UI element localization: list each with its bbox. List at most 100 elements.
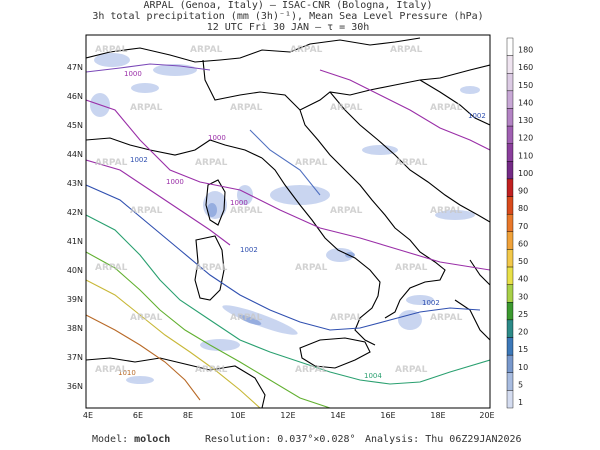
colorbar-swatch xyxy=(506,196,514,215)
isobar-labels: 1000 1000 1002 1002 1000 1000 1002 1002 … xyxy=(118,70,486,380)
lat-label: 37N xyxy=(67,353,83,362)
analysis-value: Thu 06Z29JAN2026 xyxy=(425,434,522,445)
colorbar-label: 150 xyxy=(518,81,533,90)
coastlines xyxy=(86,37,490,408)
watermark: ARPAL xyxy=(430,206,463,216)
lat-label: 43N xyxy=(67,179,83,188)
lon-label: 20E xyxy=(479,411,494,420)
colorbar-label: 70 xyxy=(518,222,528,231)
watermark: ARPAL xyxy=(330,206,363,216)
lon-label: 4E xyxy=(83,411,93,420)
watermarks: ARPAL ARPAL ARPAL ARPAL ARPAL ARPAL ARPA… xyxy=(95,45,463,375)
colorbar-swatch xyxy=(506,161,514,180)
colorbar-swatch xyxy=(506,319,514,338)
lon-label: 6E xyxy=(133,411,143,420)
watermark: ARPAL xyxy=(295,158,328,168)
colorbar-swatch xyxy=(506,37,514,56)
colorbar-swatch xyxy=(506,354,514,373)
lon-label: 12E xyxy=(280,411,295,420)
watermark: ARPAL xyxy=(395,263,428,273)
colorbar-swatch xyxy=(506,231,514,250)
lat-label: 40N xyxy=(67,266,83,275)
lat-label: 39N xyxy=(67,295,83,304)
watermark: ARPAL xyxy=(130,313,163,323)
watermark: ARPAL xyxy=(330,313,363,323)
colorbar-swatch xyxy=(506,249,514,268)
model-label: Model: xyxy=(92,434,129,445)
watermark: ARPAL xyxy=(95,45,128,55)
lat-label: 44N xyxy=(67,150,83,159)
watermark: ARPAL xyxy=(95,158,128,168)
isobars xyxy=(86,63,490,408)
watermark: ARPAL xyxy=(290,45,323,55)
colorbar-swatch xyxy=(506,55,514,74)
latitude-labels: 47N 46N 45N 44N 43N 42N 41N 40N 39N 38N … xyxy=(67,63,83,391)
watermark: ARPAL xyxy=(295,365,328,375)
watermark: ARPAL xyxy=(195,365,228,375)
colorbar-label: 5 xyxy=(518,380,523,389)
watermark: ARPAL xyxy=(395,158,428,168)
colorbar-label: 180 xyxy=(518,46,533,55)
isobar-label: 1002 xyxy=(240,246,258,254)
watermark: ARPAL xyxy=(430,103,463,113)
lon-label: 8E xyxy=(183,411,193,420)
title-line-3: 12 UTC Fri 30 JAN — τ = 30h xyxy=(206,22,370,33)
footer-model: Model: moloch xyxy=(92,434,170,445)
isobar-label: 1000 xyxy=(124,70,142,78)
watermark: ARPAL xyxy=(430,313,463,323)
colorbar-label: 50 xyxy=(518,257,528,266)
watermark: ARPAL xyxy=(230,313,263,323)
watermark: ARPAL xyxy=(130,103,163,113)
colorbar-label: 110 xyxy=(518,151,533,160)
watermark: ARPAL xyxy=(295,263,328,273)
colorbar-label: 25 xyxy=(518,310,528,319)
colorbar-label: 1 xyxy=(518,398,523,407)
watermark: ARPAL xyxy=(330,103,363,113)
watermark: ARPAL xyxy=(190,45,223,55)
isobar-label: 1004 xyxy=(364,372,382,380)
watermark: ARPAL xyxy=(95,365,128,375)
isobar-label: 1002 xyxy=(422,299,440,307)
colorbar-label: 15 xyxy=(518,345,528,354)
watermark: ARPAL xyxy=(195,158,228,168)
colorbar-label: 100 xyxy=(518,169,533,178)
colorbar-swatch xyxy=(506,178,514,197)
lat-label: 42N xyxy=(67,208,83,217)
watermark: ARPAL xyxy=(230,206,263,216)
colorbar: 1801601501401301201101009080706050403025… xyxy=(506,37,533,409)
colorbar-label: 30 xyxy=(518,292,528,301)
colorbar-swatch xyxy=(506,302,514,321)
lon-label: 10E xyxy=(230,411,245,420)
title-line-2: 3h total precipitation (mm (3h)⁻¹), Mean… xyxy=(92,11,484,22)
colorbar-swatch xyxy=(506,266,514,285)
isobar-label: 1000 xyxy=(166,178,184,186)
watermark: ARPAL xyxy=(390,45,423,55)
colorbar-label: 40 xyxy=(518,275,528,284)
footer-analysis: Analysis: Thu 06Z29JAN2026 xyxy=(365,434,522,445)
watermark: ARPAL xyxy=(230,103,263,113)
colorbar-swatch xyxy=(506,108,514,127)
watermark: ARPAL xyxy=(95,263,128,273)
colorbar-label: 80 xyxy=(518,204,528,213)
colorbar-swatch xyxy=(506,337,514,356)
colorbar-swatch xyxy=(506,90,514,109)
colorbar-swatch xyxy=(506,284,514,303)
lat-label: 45N xyxy=(67,121,83,130)
colorbar-swatch xyxy=(506,73,514,92)
title-line-1: ARPAL (Genoa, Italy) — ISAC-CNR (Bologna… xyxy=(143,0,433,11)
colorbar-swatch xyxy=(506,372,514,391)
watermark: ARPAL xyxy=(395,365,428,375)
colorbar-swatch xyxy=(506,125,514,144)
isobar-label: 1010 xyxy=(118,369,136,377)
lat-label: 46N xyxy=(67,92,83,101)
colorbar-label: 90 xyxy=(518,187,528,196)
colorbar-swatch xyxy=(506,143,514,162)
map-area xyxy=(86,35,490,408)
colorbar-label: 140 xyxy=(518,98,533,107)
isobar-label: 1002 xyxy=(468,112,486,120)
lat-label: 38N xyxy=(67,324,83,333)
lon-label: 16E xyxy=(380,411,395,420)
colorbar-swatch xyxy=(506,213,514,233)
watermark: ARPAL xyxy=(130,206,163,216)
